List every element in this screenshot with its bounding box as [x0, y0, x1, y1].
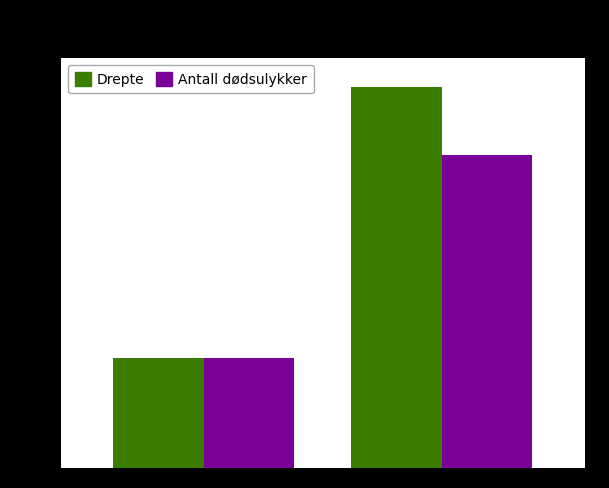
- Legend: Drepte, Antall dødsulykker: Drepte, Antall dødsulykker: [68, 65, 314, 94]
- Bar: [204, 358, 294, 468]
- Bar: [113, 358, 204, 468]
- Bar: [351, 88, 442, 468]
- Bar: [442, 156, 532, 468]
